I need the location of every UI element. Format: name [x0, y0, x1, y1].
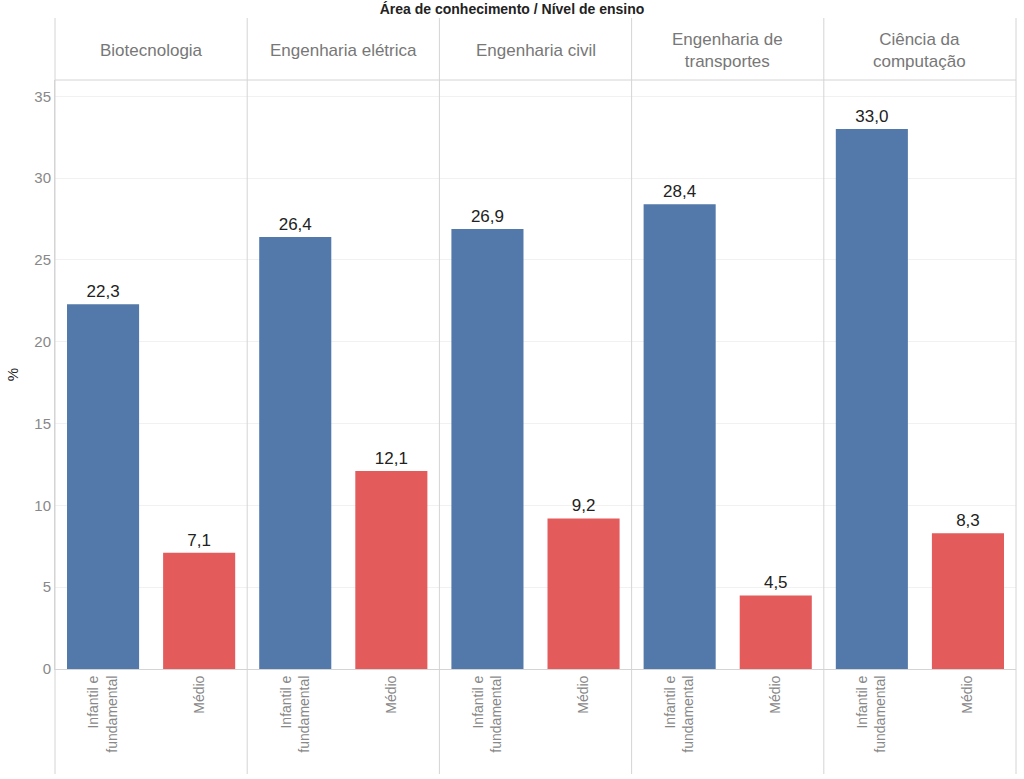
svg-text:Engenharia civil: Engenharia civil — [476, 41, 596, 60]
svg-text:12,1: 12,1 — [375, 449, 408, 468]
svg-text:Médio: Médio — [383, 675, 399, 713]
svg-text:8,3: 8,3 — [956, 511, 980, 530]
svg-text:Infantil efundamental: Infantil efundamental — [854, 675, 888, 752]
svg-text:Médio: Médio — [191, 675, 207, 713]
svg-text:Biotecnologia: Biotecnologia — [100, 41, 203, 60]
svg-text:Infantil efundamental: Infantil efundamental — [86, 675, 120, 752]
svg-text:0: 0 — [43, 660, 51, 677]
svg-text:%: % — [4, 368, 21, 381]
svg-text:25: 25 — [34, 251, 51, 268]
svg-text:7,1: 7,1 — [187, 531, 211, 550]
svg-text:Médio: Médio — [575, 675, 591, 713]
svg-text:26,9: 26,9 — [471, 207, 504, 226]
svg-text:Área de conhecimento / Nível d: Área de conhecimento / Nível de ensino — [380, 1, 645, 17]
svg-text:Ciência dacomputação: Ciência dacomputação — [873, 30, 966, 71]
svg-text:Engenharia detransportes: Engenharia detransportes — [672, 30, 783, 71]
svg-text:Infantil efundamental: Infantil efundamental — [470, 675, 504, 752]
svg-text:10: 10 — [34, 497, 51, 514]
svg-text:26,4: 26,4 — [279, 215, 312, 234]
svg-text:35: 35 — [34, 88, 51, 105]
svg-text:30: 30 — [34, 169, 51, 186]
svg-text:Infantil efundamental: Infantil efundamental — [278, 675, 312, 752]
svg-text:9,2: 9,2 — [572, 496, 596, 515]
svg-text:22,3: 22,3 — [87, 282, 120, 301]
svg-text:Médio: Médio — [960, 675, 976, 713]
svg-text:Infantil efundamental: Infantil efundamental — [662, 675, 696, 752]
svg-text:5: 5 — [43, 578, 51, 595]
svg-text:4,5: 4,5 — [764, 573, 788, 592]
svg-text:Médio: Médio — [767, 675, 783, 713]
svg-text:15: 15 — [34, 415, 51, 432]
svg-text:Engenharia elétrica: Engenharia elétrica — [270, 41, 417, 60]
svg-text:33,0: 33,0 — [855, 107, 888, 126]
svg-text:20: 20 — [34, 333, 51, 350]
svg-text:28,4: 28,4 — [663, 182, 696, 201]
